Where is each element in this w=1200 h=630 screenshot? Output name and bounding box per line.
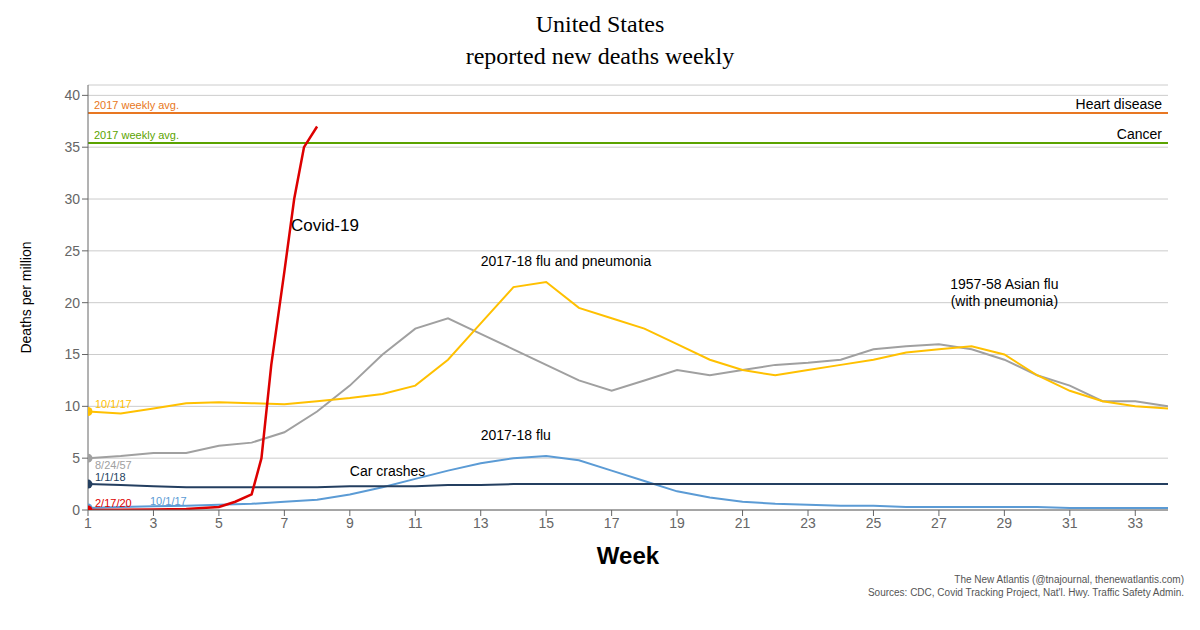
html-text:The New Atlantis (@tnajournal,: The New Atlantis (@tnajournal, thenewatl… <box>867 573 1184 598</box>
svg-text:3: 3 <box>150 515 158 531</box>
svg-text:5: 5 <box>215 515 223 531</box>
svg-text:10/1/17: 10/1/17 <box>95 397 132 409</box>
svg-text:21: 21 <box>735 515 751 531</box>
svg-text:1957-58 Asian flu(with pneumon: 1957-58 Asian flu(with pneumonia) <box>950 276 1058 309</box>
svg-text:15: 15 <box>64 346 80 362</box>
svg-text:25: 25 <box>866 515 882 531</box>
html-text:United States: United States <box>535 11 665 37</box>
svg-text:33: 33 <box>1127 515 1143 531</box>
svg-text:35: 35 <box>64 139 80 155</box>
svg-text:5: 5 <box>72 450 80 466</box>
svg-text:29: 29 <box>997 515 1013 531</box>
svg-text:2017 weekly avg.: 2017 weekly avg. <box>94 129 179 141</box>
svg-text:20: 20 <box>64 294 80 310</box>
svg-text:7: 7 <box>280 515 288 531</box>
svg-text:9: 9 <box>346 515 354 531</box>
svg-text:0: 0 <box>72 502 80 518</box>
svg-text:Week: Week <box>597 542 660 569</box>
html-text:reported new deaths weekly: reported new deaths weekly <box>465 43 735 70</box>
svg-text:8/24/57: 8/24/57 <box>95 459 132 471</box>
svg-text:10: 10 <box>64 398 80 414</box>
svg-text:2017-18 flu: 2017-18 flu <box>481 427 551 443</box>
svg-text:30: 30 <box>64 191 80 207</box>
svg-text:25: 25 <box>64 243 80 259</box>
svg-text:10/1/17: 10/1/17 <box>150 495 187 507</box>
svg-text:Heart disease: Heart disease <box>1076 96 1163 112</box>
svg-text:2017-18 flu and pneumonia: 2017-18 flu and pneumonia <box>481 253 652 269</box>
svg-text:19: 19 <box>669 515 685 531</box>
svg-text:23: 23 <box>800 515 816 531</box>
svg-text:Deaths per million: Deaths per million <box>18 241 34 353</box>
svg-text:11: 11 <box>408 515 423 531</box>
svg-text:Car crashes: Car crashes <box>350 462 425 478</box>
svg-text:2017 weekly avg.: 2017 weekly avg. <box>94 99 179 111</box>
svg-text:40: 40 <box>64 87 80 103</box>
svg-text:1/1/18: 1/1/18 <box>95 471 126 483</box>
svg-text:17: 17 <box>604 515 620 531</box>
svg-text:27: 27 <box>931 515 947 531</box>
svg-text:1: 1 <box>84 515 92 531</box>
svg-text:15: 15 <box>538 515 554 531</box>
svg-text:31: 31 <box>1062 515 1078 531</box>
svg-text:Cancer: Cancer <box>1117 126 1162 142</box>
svg-text:Covid-19: Covid-19 <box>291 215 359 234</box>
svg-text:13: 13 <box>473 515 489 531</box>
svg-text:2/17/20: 2/17/20 <box>95 497 132 509</box>
